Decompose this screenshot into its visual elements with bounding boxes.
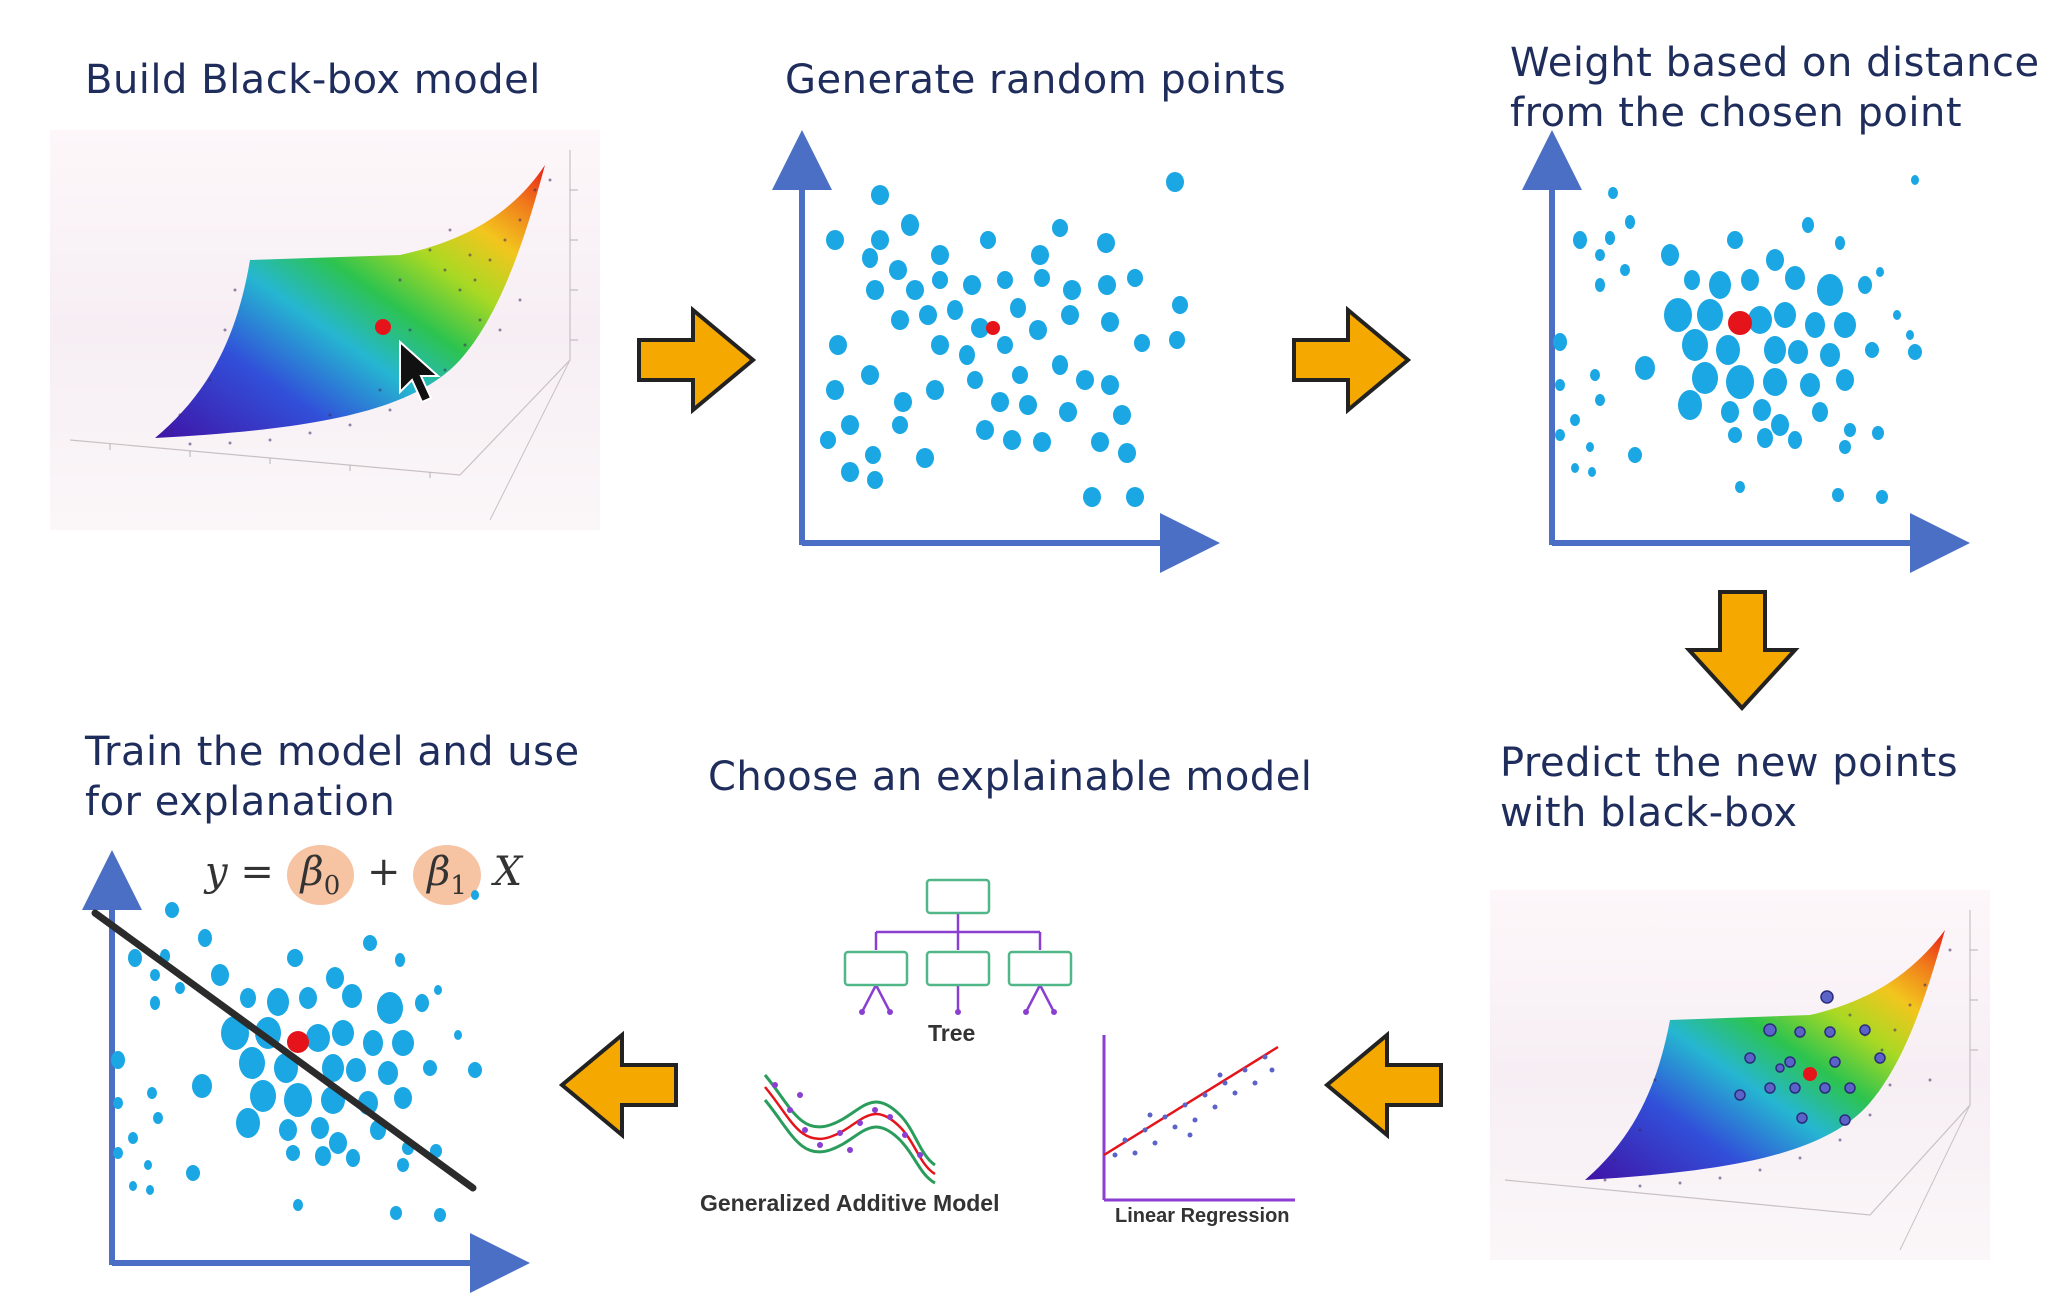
step-generate-title: Generate random points — [785, 57, 1287, 103]
chosen-point — [287, 1031, 309, 1053]
coef-beta1: β1 — [413, 845, 481, 905]
blackbox-surface-mesh — [155, 165, 545, 438]
step-choose-title: Choose an explainable model — [708, 754, 1313, 800]
arrow-down-icon — [1684, 590, 1800, 711]
weighted-points-plot — [1522, 130, 1970, 573]
chosen-point — [1803, 1067, 1817, 1081]
tree-model-icon — [843, 878, 1073, 1015]
linear-formula: y = β0 + β1 X — [205, 845, 522, 905]
arrow-right-icon — [637, 305, 757, 415]
mouse-pointer-icon — [399, 339, 441, 404]
chosen-point — [986, 321, 1000, 335]
step-weight-title-line2: from the chosen point — [1510, 90, 1963, 136]
blackbox-surface-plot — [50, 130, 600, 530]
arrow-left-icon — [558, 1030, 678, 1140]
trained-surrogate-plot — [82, 850, 530, 1293]
linreg-label: Linear Regression — [1115, 1205, 1290, 1227]
gam-label: Generalized Additive Model — [700, 1190, 1000, 1216]
step-build-title: Build Black-box model — [85, 57, 541, 103]
random-points-plot — [772, 130, 1220, 573]
linear-regression-icon — [1102, 1035, 1295, 1202]
weighted-points-svg — [1522, 130, 1970, 573]
fitted-regression-line — [91, 909, 477, 1192]
arrow-left-icon — [1323, 1030, 1443, 1140]
random-points-svg — [772, 130, 1220, 573]
step-train-title-line2: for explanation — [85, 779, 396, 825]
trained-surrogate-svg — [82, 850, 530, 1293]
coef-beta0: β0 — [286, 845, 355, 905]
predict-surface-plot — [1490, 890, 1990, 1260]
blackbox-surface-svg — [69, 150, 578, 521]
predict-surface-mesh — [1585, 930, 1945, 1180]
step-predict-title-line2: with black-box — [1500, 790, 1798, 836]
explainable-models-panel: Tree Generalized Additive Model Linear R… — [690, 860, 1310, 1280]
tree-label: Tree — [928, 1020, 976, 1046]
step-train-title-line1: Train the model and use — [85, 729, 580, 775]
gam-model-icon — [763, 1074, 936, 1185]
chosen-point — [375, 319, 391, 335]
arrow-right-icon — [1292, 305, 1412, 415]
chosen-point — [1728, 311, 1752, 335]
step-predict-title-line1: Predict the new points — [1500, 740, 1959, 786]
predict-surface-svg — [1504, 910, 1978, 1251]
step-weight-title-line1: Weight based on distance — [1510, 40, 2040, 86]
